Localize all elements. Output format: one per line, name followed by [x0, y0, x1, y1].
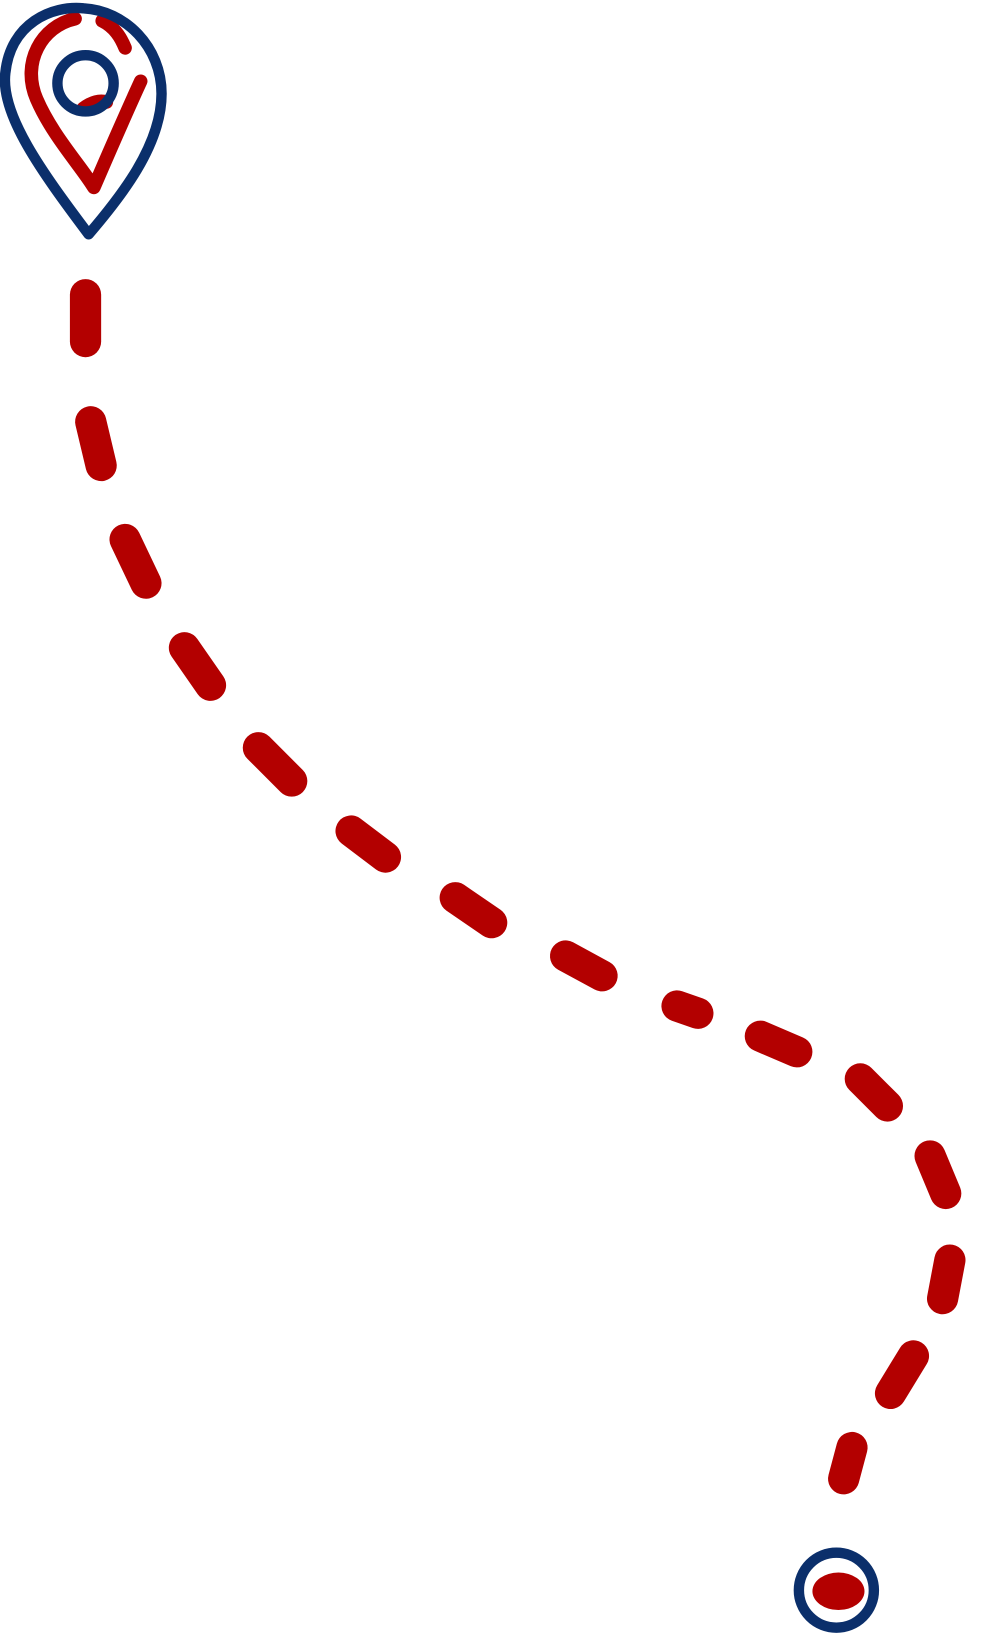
pin-outline: [0, 2, 167, 240]
end-point: [793, 1547, 880, 1633]
route-dash: [242, 732, 308, 797]
route-dash: [828, 1431, 868, 1495]
route-dash: [109, 523, 162, 599]
route-dash: [439, 882, 508, 939]
route-dash: [914, 1140, 962, 1210]
route-dashes: [69, 279, 966, 1495]
route-dash: [844, 1063, 904, 1122]
route-dash: [75, 406, 117, 482]
pin-scribble: [24, 11, 148, 195]
route-dash: [168, 632, 227, 701]
route-dash: [744, 1020, 813, 1068]
start-pin: [0, 2, 167, 240]
route-dash: [335, 815, 402, 873]
pin-scribble-top: [95, 14, 132, 55]
route-dash: [874, 1340, 930, 1410]
route-dash: [661, 990, 714, 1029]
pin-hole: [52, 49, 119, 117]
route-dash: [926, 1244, 966, 1315]
route-dash: [549, 940, 618, 992]
end-dot: [812, 1572, 865, 1611]
end-ring: [793, 1547, 880, 1633]
